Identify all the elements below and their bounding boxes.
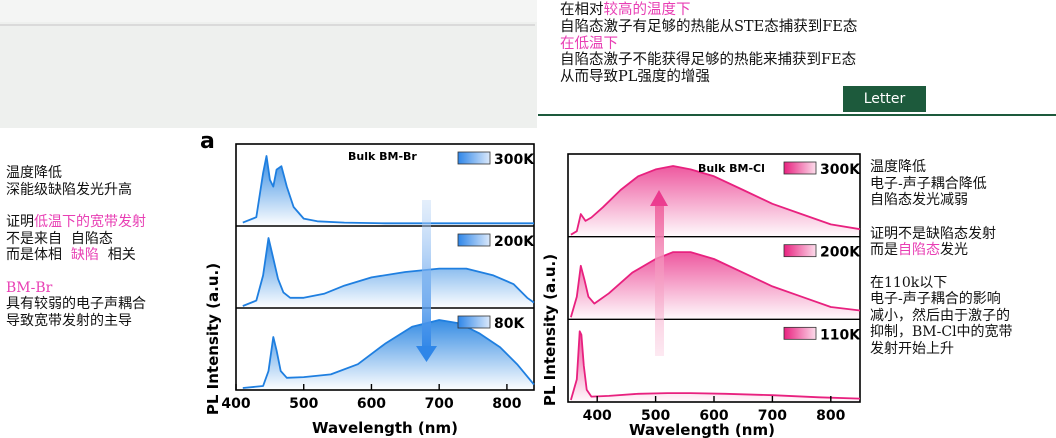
right-note-2: 电子-声子耦合降低: [870, 175, 987, 192]
chart-a-arrow: [416, 200, 437, 362]
chart-a-ylabel: PL Intensity (a.u.): [204, 263, 222, 415]
chart-a-legend-swatch-80K: [457, 315, 491, 329]
chart-b-xlabel: Wavelength (nm): [629, 421, 775, 438]
chart-a-line-300K: [242, 155, 534, 225]
chart-bm-cl: 300K 200K 110K 400 500 600 700 800 Bulk BM-Cl P…: [541, 153, 861, 438]
letter-badge: Letter: [843, 86, 926, 112]
chart-a-legend-label-200K: 200K: [494, 234, 535, 250]
left-note-2: 深能级缺陷发光升高: [6, 181, 132, 198]
chart-b-title: Bulk BM-Cl: [698, 162, 765, 175]
chart-a-area-200K: [242, 238, 535, 307]
top-note-l4: 自陷态激子不能获得足够的热能来捕获到FE态: [560, 52, 857, 69]
left-note-6: BM-Br: [6, 279, 53, 296]
left-note-8: 导致宽带发射的主导: [6, 312, 132, 329]
chart-a-xlabel: Wavelength (nm): [312, 419, 458, 437]
chart-b-ylabel: PL Intensity (a.u.): [541, 254, 559, 406]
chart-a-title: Bulk BM-Br: [348, 150, 417, 163]
chart-b-area-300K: [570, 166, 860, 236]
left-note-3b: 低温下的宽带发射: [34, 214, 146, 230]
chart-b-legend-swatch-300K: [783, 161, 817, 175]
left-annotation: 温度降低 深能级缺陷发光升高 证明低温下的宽带发射 不是来自 自陷态 而是体相 …: [6, 165, 146, 329]
chart-b-area-200K: [570, 252, 860, 319]
chart-a-legend-swatch-300K: [457, 151, 491, 165]
chart-b-tick-label: 400: [583, 408, 612, 424]
chart-b-tick-label: 500: [641, 408, 670, 424]
right-note-5a: 而是: [870, 242, 898, 258]
chart-a-panel-label: a: [200, 129, 215, 154]
chart-b-line-300K: [570, 165, 861, 236]
left-note-1: 温度降低: [6, 165, 62, 181]
chart-b-legend-label-110K: 110K: [820, 327, 861, 343]
top-note-l3: 在低温下: [560, 35, 618, 52]
chart-b-arrow: [650, 190, 668, 356]
top-divider: [0, 24, 535, 26]
right-note-5c: 发光: [940, 242, 968, 258]
top-note-l2: 自陷态激子有足够的热能从STE态捕获到FE态: [560, 18, 858, 35]
left-note-5a: 而是体相: [6, 247, 71, 263]
chart-b-legend-label-300K: 300K: [820, 162, 861, 178]
right-note-10: 发射开始上升: [870, 340, 954, 357]
chart-a-line-200K: [242, 237, 535, 307]
left-note-7: 具有较弱的电子声耦合: [6, 296, 146, 312]
right-note-1: 温度降低: [870, 159, 926, 175]
green-rule: [538, 114, 1056, 116]
left-note-5b: 缺陷: [70, 247, 99, 263]
chart-a-legend-label-80K: 80K: [494, 316, 525, 332]
right-annotation: 温度降低 电子-声子耦合降低 自陷态发光减弱 证明不是缺陷态发射 而是自陷态发光…: [870, 159, 1013, 357]
right-note-4: 证明不是缺陷态发射: [870, 225, 996, 242]
chart-a-tick-label: 600: [357, 396, 386, 412]
right-note-5b: 自陷态: [898, 242, 940, 258]
right-note-8: 减小，然后由于激子的: [870, 307, 1010, 324]
top-note-l1a: 在相对: [560, 2, 604, 18]
left-note-4: 不是来自 自陷态: [6, 230, 113, 247]
chart-b-tick-label: 800: [816, 408, 845, 424]
chart-a-legend-label-300K: 300K: [494, 152, 535, 168]
chart-a-line-80K: [242, 319, 535, 389]
chart-b-tick-label: 600: [699, 408, 728, 424]
right-note-7: 电子-声子耦合的影响: [870, 291, 1001, 307]
chart-a-tick-label: 500: [289, 396, 318, 412]
top-note-l1b: 较高的温度下: [603, 2, 691, 18]
left-top-strip: [0, 0, 540, 22]
chart-a-tick-label: 400: [221, 396, 250, 412]
chart-b-legend-swatch-110K: [783, 326, 817, 340]
right-note-6: 在110k以下: [870, 274, 948, 291]
chart-b-line-110K: [570, 330, 861, 401]
chart-a-area-80K: [242, 320, 535, 389]
top-note-l5: 从而导致PL强度的增强: [560, 69, 710, 86]
right-note-9: 抑制，BM-Cl中的宽带: [870, 324, 1013, 340]
chart-a-tick-label: 800: [492, 396, 521, 412]
chart-b-tick-label: 700: [758, 408, 787, 424]
chart-a-plot: 300K 200K 80K 400 500 600 700 800: [221, 143, 535, 412]
right-note-3: 自陷态发光减弱: [870, 192, 968, 208]
left-note-3a: 证明: [6, 214, 34, 230]
chart-a-legend-swatch-200K: [457, 233, 491, 247]
chart-b-plot: 300K 200K 110K 400 500 600 700 800: [567, 153, 861, 424]
chart-b-area-110K: [570, 331, 860, 401]
chart-b-legend-swatch-200K: [783, 244, 817, 258]
chart-b-legend-label-200K: 200K: [820, 245, 861, 261]
chart-a-tick-label: 700: [425, 396, 454, 412]
chart-a-area-300K: [242, 156, 535, 225]
left-note-5c: 相关: [98, 247, 136, 263]
chart-a-frame: [235, 143, 535, 391]
top-annotation: 在相对较高的温度下 自陷态激子有足够的热能从STE态捕获到FE态 在低温下 自陷…: [560, 2, 857, 86]
